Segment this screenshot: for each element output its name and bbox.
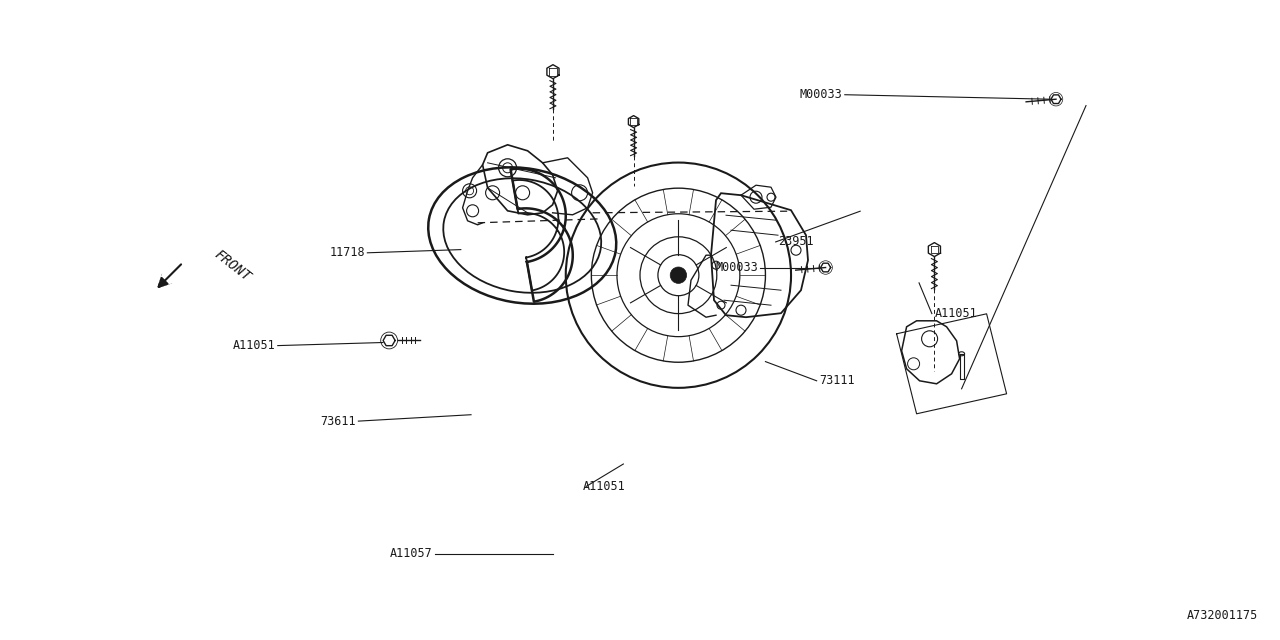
Polygon shape	[511, 168, 572, 301]
Circle shape	[671, 267, 686, 284]
Text: 73611: 73611	[320, 415, 356, 428]
Text: M00033: M00033	[716, 261, 758, 274]
Polygon shape	[547, 65, 559, 79]
Text: A11057: A11057	[390, 547, 433, 560]
Text: 73111: 73111	[819, 374, 855, 387]
Text: A11051: A11051	[233, 339, 275, 352]
Polygon shape	[383, 335, 396, 346]
Polygon shape	[628, 116, 639, 127]
Text: FRONT: FRONT	[211, 247, 253, 284]
Polygon shape	[928, 243, 941, 257]
Text: A11051: A11051	[934, 307, 977, 320]
Text: 23951: 23951	[778, 236, 814, 248]
Polygon shape	[820, 263, 831, 272]
Polygon shape	[1051, 95, 1061, 104]
Text: A11051: A11051	[582, 480, 625, 493]
Text: M00033: M00033	[800, 88, 842, 101]
Text: 11718: 11718	[329, 246, 365, 259]
Text: A732001175: A732001175	[1187, 609, 1258, 622]
